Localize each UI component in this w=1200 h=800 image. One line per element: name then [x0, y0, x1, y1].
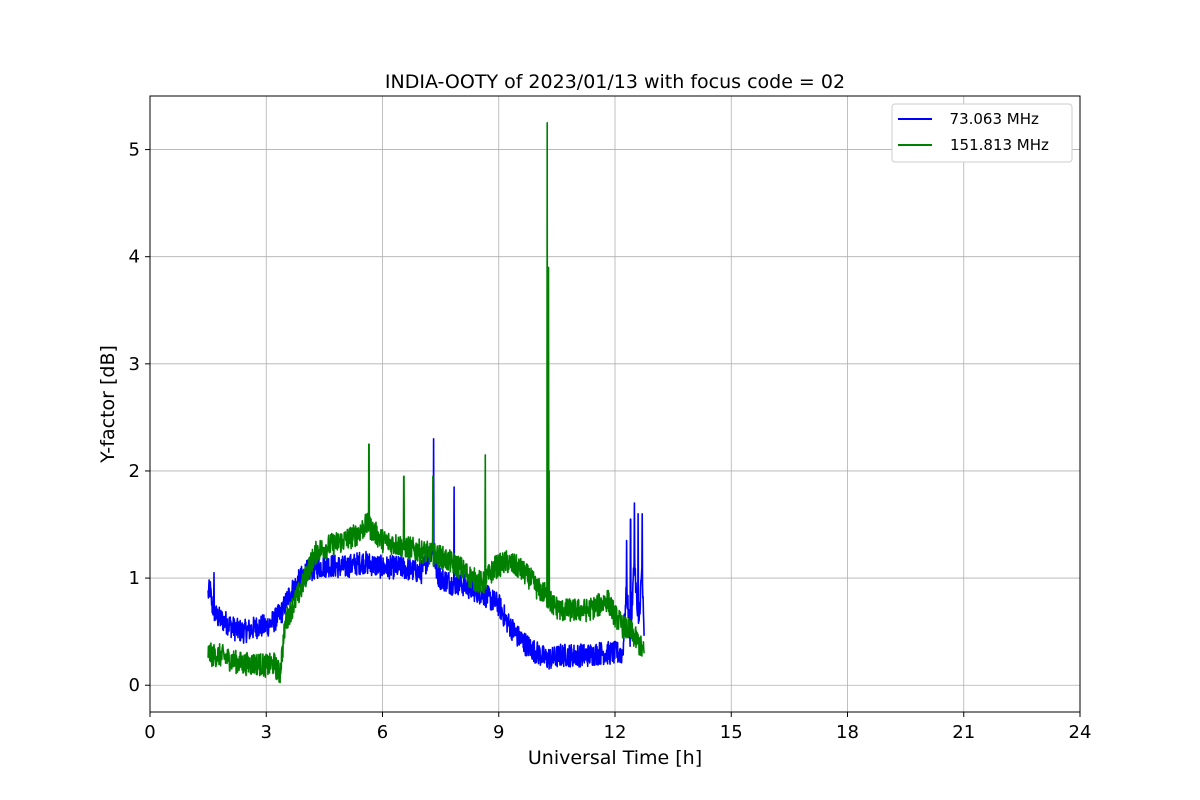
- series-line-73mhz: [207, 437, 645, 670]
- x-tick-label: 15: [720, 722, 743, 743]
- x-tick-label: 12: [604, 722, 627, 743]
- legend-label-151mhz: 151.813 MHz: [950, 136, 1049, 154]
- x-tick-label: 21: [952, 722, 975, 743]
- series-line-151mhz: [207, 122, 645, 684]
- x-axis-label: Universal Time [h]: [528, 747, 702, 769]
- chart-title: INDIA-OOTY of 2023/01/13 with focus code…: [385, 71, 845, 93]
- y-tick-label: 4: [129, 247, 140, 268]
- legend: 73.063 MHz 151.813 MHz: [891, 103, 1073, 163]
- y-tick-label: 2: [129, 461, 140, 482]
- series-group: [207, 122, 645, 684]
- y-axis-label: Y-factor [dB]: [97, 345, 119, 464]
- x-tick-label: 0: [144, 722, 155, 743]
- legend-label-73mhz: 73.063 MHz: [940, 110, 1039, 128]
- x-tick-label: 6: [377, 722, 388, 743]
- x-tick-label: 3: [261, 722, 272, 743]
- x-tick-label: 24: [1069, 722, 1092, 743]
- legend-box: [891, 103, 1073, 163]
- x-tick-label: 18: [836, 722, 859, 743]
- y-tick-label: 1: [129, 568, 140, 589]
- y-tick-label: 5: [129, 140, 140, 161]
- y-tick-label: 0: [129, 675, 140, 696]
- x-tick-label: 9: [493, 722, 504, 743]
- y-tick-label: 3: [129, 354, 140, 375]
